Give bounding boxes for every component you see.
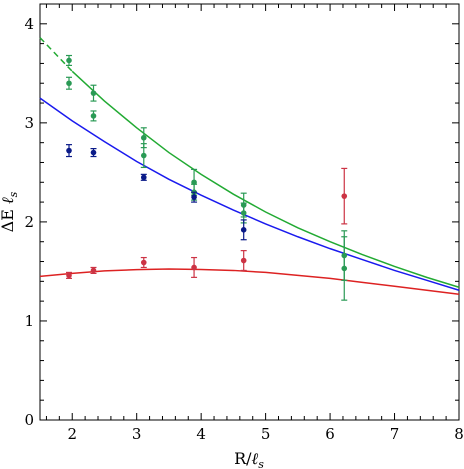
blue-data-point [66, 147, 72, 154]
y-tick-label: 4 [24, 15, 34, 33]
y-tick-label: 2 [24, 213, 34, 231]
green-fit-curve-dashed [39, 37, 73, 72]
x-tick-label: 4 [196, 425, 206, 443]
green-data-point [66, 80, 72, 87]
blue-data-point [140, 174, 147, 181]
fit-curves [39, 37, 460, 295]
red-data-point [90, 267, 97, 274]
red-data-point [66, 272, 72, 279]
y-tick-label: 0 [24, 411, 34, 429]
blue-data-point [240, 227, 247, 233]
red-data-point [341, 193, 348, 199]
green-fit-curve [71, 70, 460, 288]
plot-frame [39, 3, 460, 421]
x-tick-label: 3 [132, 425, 142, 443]
red-data-point [191, 264, 197, 271]
y-tick-label: 1 [24, 312, 34, 330]
y-axis-label: ΔE ℓs [0, 191, 20, 232]
x-tick-label: 7 [390, 425, 400, 443]
red-data-point [240, 257, 247, 264]
red-fit-curve [39, 268, 460, 295]
y-tick-label: 3 [24, 114, 34, 132]
x-tick-label: 6 [325, 425, 335, 443]
x-tick-label: 2 [67, 425, 77, 443]
green-data-point [140, 152, 147, 159]
x-tick-label: 8 [454, 425, 464, 443]
blue-fit-curve [39, 97, 460, 291]
green-data-point [66, 57, 72, 64]
blue-data-point [191, 194, 197, 200]
data-points [66, 54, 348, 301]
blue-data-point [90, 149, 97, 156]
green-data-point [140, 134, 147, 141]
green-data-point [341, 265, 348, 272]
x-axis-label: R/ℓs [234, 449, 264, 469]
red-data-point [140, 259, 147, 266]
green-data-point [90, 90, 97, 96]
green-data-point [90, 113, 97, 119]
x-tick-label: 5 [261, 425, 271, 443]
green-data-point [240, 210, 247, 216]
axis-ticks: 2 3 4 5 6 7 8 0 1 2 3 4 [24, 4, 464, 443]
